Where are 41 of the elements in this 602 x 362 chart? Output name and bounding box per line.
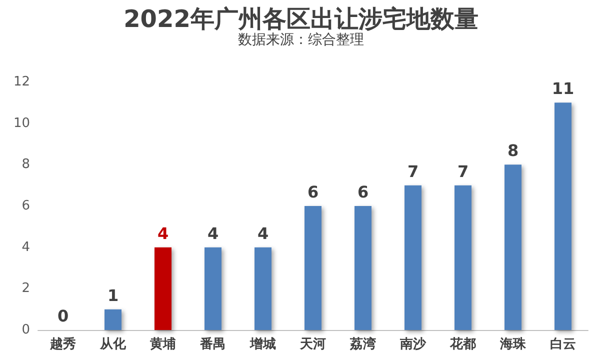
y-tick-label: 4 — [22, 240, 30, 255]
data-label: 11 — [552, 79, 574, 98]
bar — [354, 206, 372, 330]
x-tick-label: 越秀 — [49, 336, 76, 352]
data-label: 8 — [507, 141, 519, 160]
bar — [454, 185, 472, 330]
y-tick-label: 12 — [13, 74, 30, 90]
bar — [204, 247, 222, 330]
y-tick-label: 0 — [22, 322, 30, 338]
bar — [504, 164, 522, 330]
chart-title: 2022年广州各区出让涉宅地数量 — [124, 5, 478, 33]
data-label: 1 — [107, 286, 119, 305]
y-tick-label: 6 — [22, 198, 30, 214]
chart-subtitle: 数据来源：综合整理 — [238, 32, 364, 48]
x-tick-label: 从化 — [99, 337, 127, 352]
x-tick-label: 白云 — [550, 337, 576, 352]
bar — [404, 185, 422, 330]
data-label: 6 — [307, 182, 319, 202]
x-tick-label: 荔湾 — [349, 336, 376, 352]
data-label: 7 — [457, 162, 469, 181]
bar — [154, 247, 172, 330]
bar — [254, 247, 272, 330]
x-tick-label: 海珠 — [499, 337, 527, 352]
data-label: 4 — [257, 224, 269, 243]
data-label: 7 — [407, 162, 419, 181]
data-label: 4 — [207, 224, 219, 243]
bar — [554, 102, 572, 330]
data-label: 4 — [157, 224, 169, 243]
y-tick-label: 10 — [13, 116, 30, 131]
x-tick-label: 南沙 — [399, 337, 427, 352]
bar — [304, 206, 322, 330]
x-tick-label: 花都 — [449, 337, 476, 352]
y-tick-label: 8 — [22, 157, 30, 172]
x-tick-label: 番禺 — [199, 336, 226, 352]
x-tick-label: 黄埔 — [149, 336, 176, 352]
data-label: 6 — [357, 182, 369, 202]
data-label: 0 — [57, 306, 69, 326]
y-tick-label: 2 — [22, 281, 30, 296]
x-tick-label: 增城 — [249, 337, 276, 352]
bar — [104, 309, 122, 330]
x-tick-label: 天河 — [299, 337, 326, 352]
